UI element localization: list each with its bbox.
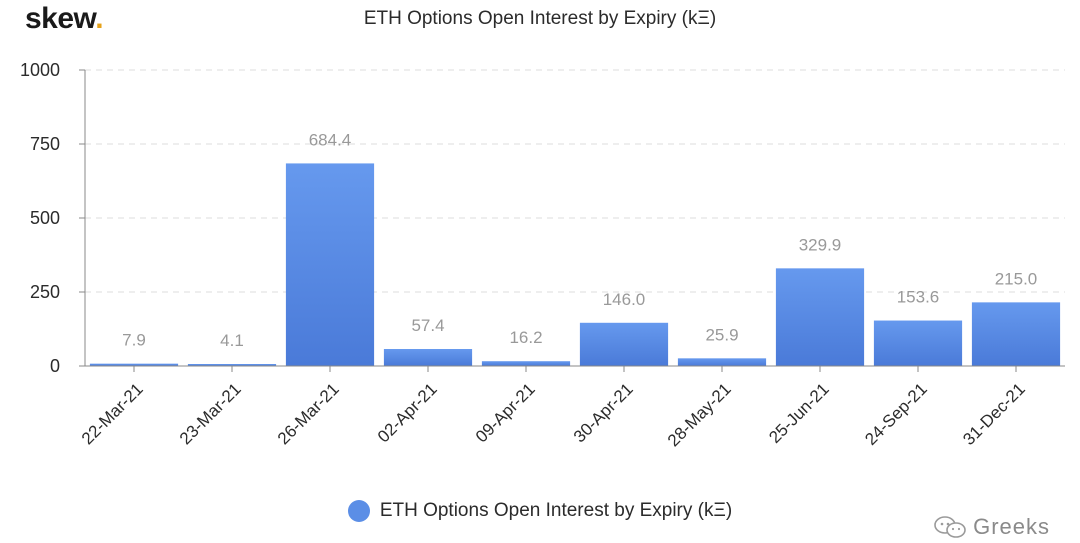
chart-title: ETH Options Open Interest by Expiry (kΞ) bbox=[363, 8, 717, 29]
x-tick-label: 23-Mar-21 bbox=[176, 379, 245, 448]
x-tick-label: 30-Apr-21 bbox=[570, 379, 637, 446]
data-label: 16.2 bbox=[509, 328, 542, 347]
bar[interactable] bbox=[285, 163, 375, 366]
watermark: Greeks bbox=[933, 514, 1050, 540]
y-tick-label: 250 bbox=[30, 282, 60, 302]
x-tick-label: 28-May-21 bbox=[664, 379, 735, 450]
legend-label: ETH Options Open Interest by Expiry (kΞ) bbox=[379, 500, 733, 521]
data-label: 4.1 bbox=[220, 331, 244, 350]
y-tick-label: 1000 bbox=[20, 60, 60, 80]
data-label: 329.9 bbox=[799, 235, 842, 254]
x-tick-label: 22-Mar-21 bbox=[78, 379, 147, 448]
wechat-icon bbox=[934, 516, 966, 538]
data-label: 684.4 bbox=[309, 130, 352, 149]
bar[interactable] bbox=[677, 358, 767, 366]
x-tick-label: 09-Apr-21 bbox=[472, 379, 539, 446]
x-tick-label: 24-Sep-21 bbox=[861, 379, 931, 449]
data-label: 7.9 bbox=[122, 331, 146, 350]
watermark-text: Greeks bbox=[973, 514, 1050, 539]
data-label: 153.6 bbox=[897, 288, 940, 307]
x-tick-label: 31-Dec-21 bbox=[959, 379, 1029, 449]
data-label: 215.0 bbox=[995, 269, 1038, 288]
x-tick-label: 25-Jun-21 bbox=[765, 379, 833, 447]
x-tick-label: 26-Mar-21 bbox=[274, 379, 343, 448]
bar[interactable] bbox=[481, 361, 571, 366]
bar[interactable] bbox=[579, 322, 669, 366]
x-tick-label: 02-Apr-21 bbox=[374, 379, 441, 446]
legend-swatch bbox=[347, 500, 370, 522]
y-tick-label: 500 bbox=[30, 208, 60, 228]
y-tick-label: 750 bbox=[30, 134, 60, 154]
bar[interactable] bbox=[383, 349, 473, 366]
y-tick-label: 0 bbox=[50, 356, 60, 376]
bar[interactable] bbox=[187, 364, 277, 366]
skew-logo: skew. bbox=[25, 2, 104, 35]
bar[interactable] bbox=[89, 363, 179, 366]
bar[interactable] bbox=[775, 268, 865, 366]
chart-legend[interactable]: ETH Options Open Interest by Expiry (kΞ) bbox=[0, 500, 1080, 522]
data-label: 25.9 bbox=[705, 325, 738, 344]
data-label: 57.4 bbox=[411, 316, 444, 335]
bar[interactable] bbox=[873, 320, 963, 366]
bar[interactable] bbox=[971, 302, 1061, 366]
data-label: 146.0 bbox=[603, 290, 646, 309]
